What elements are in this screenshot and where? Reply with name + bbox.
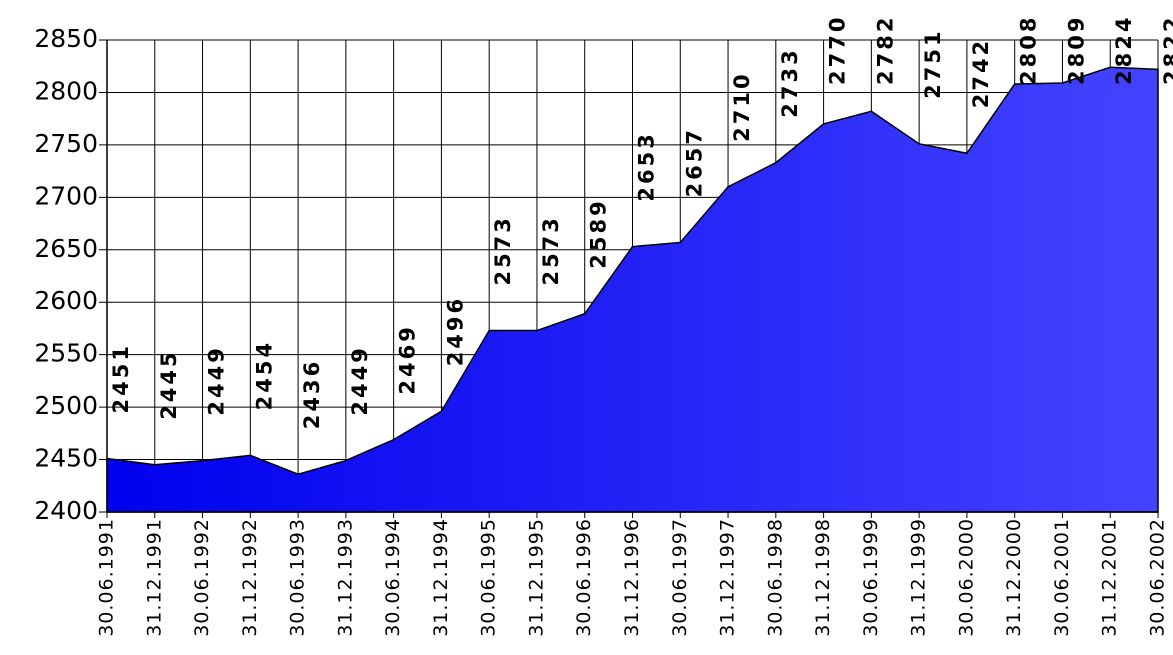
data-label: 2657: [682, 127, 706, 197]
y-tick-label: 2650: [34, 234, 98, 263]
y-tick-label: 2450: [34, 444, 98, 473]
data-label: 2469: [396, 324, 420, 394]
x-tick-label: 31.12.1996: [621, 518, 643, 637]
data-label: 2742: [969, 38, 993, 108]
x-tick-label: 31.12.1999: [908, 518, 930, 637]
data-label: 2751: [921, 28, 945, 98]
label-layer: 2400 2450 2500 2550 2600 2650 2700 2750 2800 2850…: [34, 15, 1173, 637]
area: [106, 66, 1159, 513]
data-label: 2454: [252, 340, 276, 410]
y-tick-label: 2550: [34, 339, 98, 368]
data-label: 2496: [443, 296, 467, 366]
x-tick-label: 30.06.2000: [955, 518, 977, 637]
x-tick-label: 31.12.1991: [143, 518, 165, 637]
y-tick-label: 2800: [34, 76, 98, 105]
x-tick-label: 31.12.1993: [334, 518, 356, 637]
data-label: 2445: [157, 349, 181, 419]
data-label: 2653: [635, 131, 659, 201]
y-tick-label: 2700: [34, 181, 98, 210]
x-tick-label: 30.06.1995: [478, 518, 500, 637]
x-tick-label: 31.12.1995: [525, 518, 547, 637]
x-tick-label: 30.06.1994: [382, 518, 404, 637]
data-label: 2449: [348, 345, 372, 415]
x-tick-label: 30.06.1993: [287, 518, 309, 637]
data-label: 2824: [1112, 15, 1136, 85]
data-label: 2809: [1064, 15, 1088, 85]
data-label: 2436: [300, 359, 324, 429]
x-tick-label: 30.06.1996: [573, 518, 595, 637]
data-label: 2589: [587, 198, 611, 268]
y-tick-label: 2600: [34, 286, 98, 315]
x-tick-label: 31.12.1992: [239, 518, 261, 637]
x-tick-label: 30.06.1999: [860, 518, 882, 637]
x-tick-label: 31.12.1994: [430, 518, 452, 637]
data-label: 2451: [109, 343, 133, 413]
x-tick-label: 30.06.1992: [191, 518, 213, 637]
data-label: 2770: [826, 15, 850, 85]
y-tick-label: 2500: [34, 391, 98, 420]
x-tick-label: 31.12.1998: [812, 518, 834, 637]
data-label: 2710: [730, 71, 754, 141]
x-tick-label: 30.06.2001: [1051, 518, 1073, 637]
data-label: 2449: [205, 345, 229, 415]
y-tick-label: 2400: [34, 496, 98, 525]
data-label: 2822: [1160, 15, 1173, 85]
area-layer: [106, 66, 1159, 513]
y-tick-label: 2750: [34, 129, 98, 158]
x-tick-label: 31.12.2001: [1099, 518, 1121, 637]
x-tick-label: 30.06.1997: [669, 518, 691, 637]
data-label: 2808: [1017, 15, 1041, 85]
y-tick-label: 2850: [34, 24, 98, 53]
data-label: 2733: [778, 47, 802, 117]
data-label: 2573: [491, 215, 515, 285]
x-tick-label: 31.12.1997: [717, 518, 739, 637]
data-label: 2782: [873, 15, 897, 85]
x-tick-label: 30.06.1991: [96, 518, 118, 637]
x-tick-label: 30.06.1998: [764, 518, 786, 637]
data-label: 2573: [539, 215, 563, 285]
x-tick-label: 31.12.2000: [1003, 518, 1025, 637]
x-tick-label: 30.06.2002: [1147, 518, 1169, 637]
